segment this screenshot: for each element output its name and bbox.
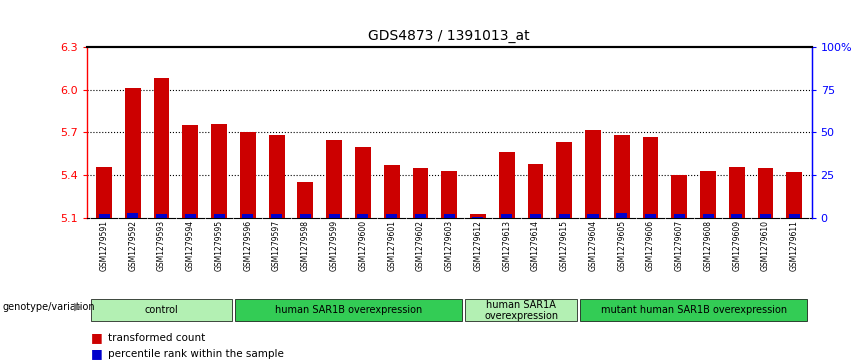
Bar <box>585 130 601 218</box>
Text: GSM1279613: GSM1279613 <box>503 220 511 271</box>
Text: GSM1279611: GSM1279611 <box>790 220 799 271</box>
Bar <box>499 152 515 218</box>
Text: GSM1279592: GSM1279592 <box>128 220 137 271</box>
Bar <box>580 299 807 321</box>
Text: GSM1279605: GSM1279605 <box>617 220 626 272</box>
Bar <box>125 89 141 218</box>
Bar <box>156 214 168 218</box>
Text: GSM1279594: GSM1279594 <box>186 220 194 272</box>
Bar <box>758 168 773 218</box>
Bar <box>128 213 138 218</box>
Bar <box>415 214 426 218</box>
Bar <box>214 214 225 218</box>
Title: GDS4873 / 1391013_at: GDS4873 / 1391013_at <box>368 29 530 44</box>
Bar <box>444 214 455 218</box>
Bar <box>271 214 282 218</box>
Bar <box>269 135 285 218</box>
Text: GSM1279603: GSM1279603 <box>444 220 454 272</box>
Text: GSM1279595: GSM1279595 <box>214 220 224 272</box>
Bar <box>358 214 368 218</box>
Text: GSM1279604: GSM1279604 <box>589 220 597 272</box>
Bar <box>298 182 313 218</box>
Text: transformed count: transformed count <box>108 333 206 343</box>
Text: GSM1279600: GSM1279600 <box>358 220 367 272</box>
Text: GSM1279606: GSM1279606 <box>646 220 655 272</box>
Text: ▶: ▶ <box>74 302 82 312</box>
Text: control: control <box>145 305 179 315</box>
Bar <box>96 167 112 218</box>
Bar <box>786 172 802 218</box>
Bar <box>240 132 256 218</box>
Text: GSM1279598: GSM1279598 <box>301 220 310 271</box>
Bar <box>702 214 713 218</box>
Bar <box>559 214 569 218</box>
Bar <box>154 78 169 218</box>
Text: percentile rank within the sample: percentile rank within the sample <box>108 349 285 359</box>
Bar <box>299 214 311 218</box>
Text: GSM1279599: GSM1279599 <box>330 220 339 272</box>
Bar <box>789 214 799 218</box>
Bar <box>556 142 572 218</box>
Bar <box>412 168 428 218</box>
Bar <box>211 124 227 218</box>
Text: GSM1279608: GSM1279608 <box>704 220 713 271</box>
Bar <box>182 125 198 218</box>
Bar <box>472 216 483 218</box>
Bar <box>465 299 577 321</box>
Bar <box>729 167 745 218</box>
Text: GSM1279612: GSM1279612 <box>473 220 483 271</box>
Bar <box>501 214 512 218</box>
Bar <box>470 213 486 218</box>
Text: GSM1279607: GSM1279607 <box>674 220 684 272</box>
Text: genotype/variation: genotype/variation <box>3 302 95 312</box>
Text: GSM1279614: GSM1279614 <box>531 220 540 271</box>
Bar <box>355 147 371 218</box>
Bar <box>671 175 687 218</box>
Bar <box>760 214 771 218</box>
Text: GSM1279593: GSM1279593 <box>157 220 166 272</box>
Text: GSM1279596: GSM1279596 <box>243 220 253 272</box>
Text: human SAR1B overexpression: human SAR1B overexpression <box>275 305 422 315</box>
Bar <box>528 164 543 218</box>
Bar <box>645 214 656 218</box>
Bar <box>616 213 628 218</box>
Bar <box>386 214 398 218</box>
Bar <box>329 214 339 218</box>
Text: mutant human SAR1B overexpression: mutant human SAR1B overexpression <box>601 305 786 315</box>
Bar <box>185 214 196 218</box>
Bar <box>731 214 742 218</box>
Bar <box>700 171 716 218</box>
Bar <box>441 171 457 218</box>
Text: ■: ■ <box>91 347 103 360</box>
Text: GSM1279597: GSM1279597 <box>273 220 281 272</box>
Bar <box>674 214 685 218</box>
Bar <box>588 214 599 218</box>
Bar <box>242 214 253 218</box>
Bar <box>642 137 659 218</box>
Text: GSM1279610: GSM1279610 <box>761 220 770 271</box>
Text: GSM1279602: GSM1279602 <box>416 220 425 271</box>
Bar <box>99 214 109 218</box>
Bar <box>614 135 629 218</box>
Text: GSM1279615: GSM1279615 <box>560 220 569 271</box>
Bar <box>326 140 342 218</box>
Text: human SAR1A
overexpression: human SAR1A overexpression <box>484 299 558 321</box>
Text: GSM1279601: GSM1279601 <box>387 220 396 271</box>
Text: GSM1279609: GSM1279609 <box>733 220 741 272</box>
Text: ■: ■ <box>91 331 103 344</box>
Bar <box>384 165 399 218</box>
Text: GSM1279591: GSM1279591 <box>100 220 108 271</box>
Bar <box>91 299 232 321</box>
Bar <box>235 299 462 321</box>
Bar <box>530 214 541 218</box>
